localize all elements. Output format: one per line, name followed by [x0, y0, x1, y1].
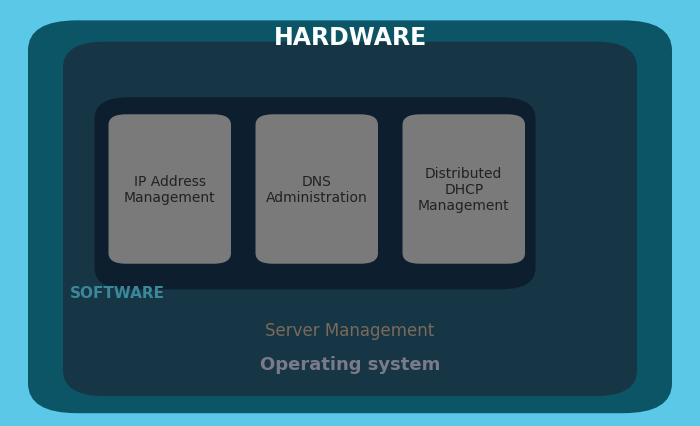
Text: Operating system: Operating system	[260, 355, 440, 373]
Text: HARDWARE: HARDWARE	[274, 26, 426, 50]
FancyBboxPatch shape	[256, 115, 378, 264]
Text: Server Management: Server Management	[265, 321, 435, 339]
FancyBboxPatch shape	[28, 21, 672, 413]
FancyBboxPatch shape	[63, 43, 637, 396]
Text: IP Address
Management: IP Address Management	[124, 175, 216, 204]
FancyBboxPatch shape	[108, 115, 231, 264]
Text: DNS
Administration: DNS Administration	[266, 175, 368, 204]
Text: Distributed
DHCP
Management: Distributed DHCP Management	[418, 167, 510, 213]
Text: SOFTWARE: SOFTWARE	[70, 285, 165, 300]
FancyBboxPatch shape	[402, 115, 525, 264]
FancyBboxPatch shape	[94, 98, 536, 290]
